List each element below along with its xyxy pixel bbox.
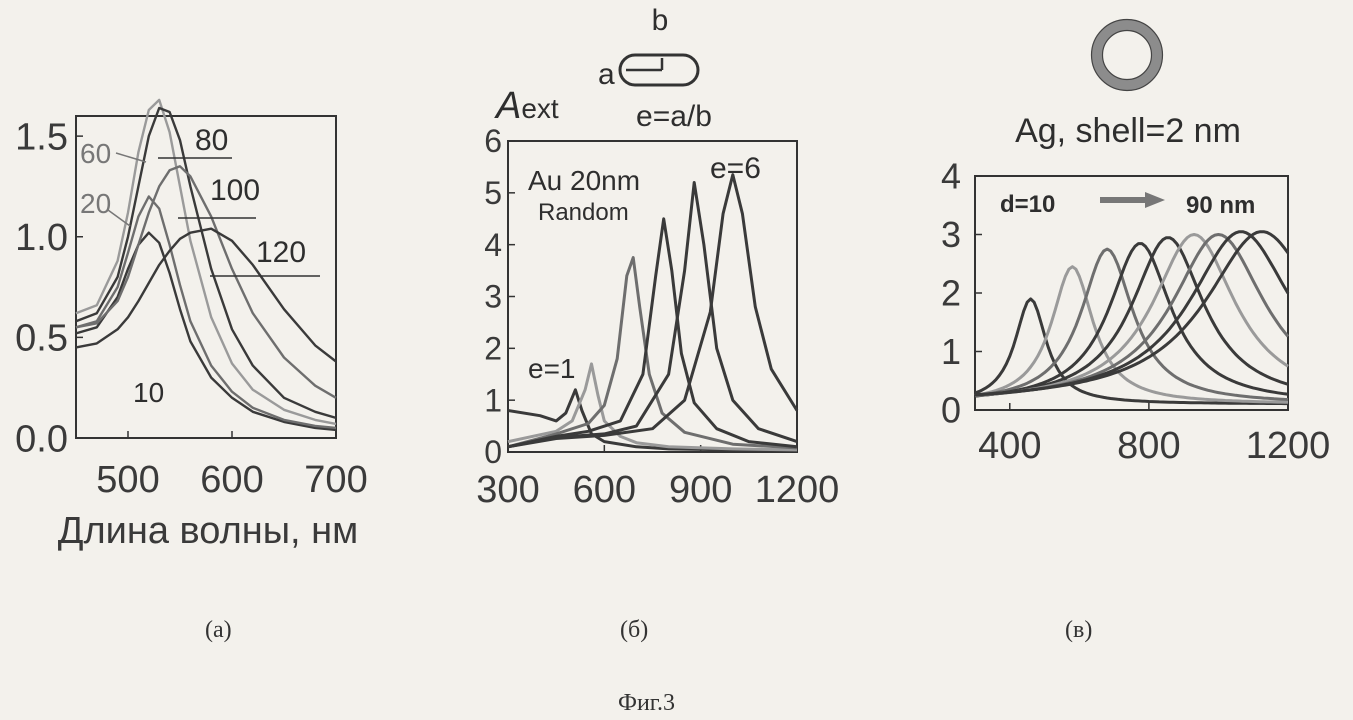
panel-b-x-tick-label: 900	[669, 469, 732, 511]
panel-a-x-axis-title: Длина волны, нм	[58, 510, 359, 552]
panel-a-caption: (а)	[205, 617, 232, 644]
panel-b-label-e6: e=6	[710, 152, 761, 185]
panel-c-caption: (в)	[1065, 617, 1092, 644]
panel-a-x-tick-label: 600	[200, 459, 263, 501]
panel-c-x-tick-label: 800	[1117, 425, 1180, 467]
panel-a-label-100: 100	[210, 174, 260, 207]
panel-c-y-tick-label: 4	[941, 156, 961, 197]
panel-a-plot-frame	[76, 116, 336, 438]
panel-c-shell-ring-icon	[1097, 25, 1157, 85]
panel-c-x-tick-label: 400	[978, 425, 1041, 467]
panel-b-x-tick-label: 600	[573, 469, 636, 511]
panel-a-chart: 500 600 700 0.0 0.5 1.0 1.5 60 80 20 100 120 10 Длина…	[15, 100, 368, 552]
panel-c-title: Ag, shell=2 nm	[1015, 112, 1241, 150]
panel-b-y-tick-label: 0	[484, 434, 502, 470]
panel-c-y-tick-label: 2	[941, 273, 961, 314]
panel-a-leader-60	[116, 153, 146, 162]
panel-b-inset-line1: Au 20nm	[528, 165, 640, 196]
panel-b-x-tick-label: 1200	[755, 469, 840, 511]
panel-b-schema-a: a	[598, 58, 615, 91]
panel-c-arrow-icon	[1100, 192, 1165, 208]
panel-b-y-tick-label: 3	[484, 279, 502, 315]
panel-a-y-tick-label: 1.5	[15, 116, 68, 158]
panel-c-y-tick-label: 0	[941, 390, 961, 431]
panel-b-series-e=4	[508, 219, 797, 447]
panel-b-y-tick-label: 2	[484, 331, 502, 367]
panel-c-shell-ring-inner	[1103, 31, 1152, 80]
panel-a-label-10: 10	[133, 377, 164, 408]
panel-a-y-tick-label: 0.0	[15, 418, 68, 460]
panel-a-series-20	[76, 197, 336, 428]
panel-c-x-tick-label: 1200	[1246, 425, 1331, 467]
panel-b-label-e1: e=1	[528, 353, 576, 384]
panel-b-x-tick-label: 300	[476, 469, 539, 511]
panel-b-y-tick-label: 4	[484, 227, 502, 263]
panel-b-schema-formula: e=a/b	[636, 100, 712, 133]
figure-label: Фиг.3	[618, 690, 675, 717]
panel-c-y-tick-label: 1	[941, 331, 961, 372]
panel-a-y-tick-label: 1.0	[15, 217, 68, 259]
panel-b-chart: 300 600 900 1200 0 1 2 3 4 5 6Aext Au 20nm Random e=6…	[476, 4, 839, 511]
panel-a-label-120: 120	[256, 236, 306, 269]
panel-a-label-60: 60	[80, 138, 111, 169]
panel-c-d-end-label: 90 nm	[1186, 192, 1255, 219]
panel-b-y-tick-label: 5	[484, 175, 502, 211]
panel-a-x-tick-label: 500	[96, 459, 159, 501]
panel-b-y-tick-label: 1	[484, 382, 502, 418]
panel-b-schema-b: b	[652, 4, 669, 37]
panel-b-y-axis-title: Aext	[494, 85, 559, 127]
panel-b-y-tick-label: 6	[484, 123, 502, 159]
panel-a-x-tick-label: 700	[304, 459, 367, 501]
panel-a-y-tick-label: 0.5	[15, 318, 68, 360]
panel-b-inset-line2: Random	[538, 199, 629, 226]
panel-a-label-80: 80	[195, 124, 228, 157]
panel-b-caption: (б)	[620, 617, 648, 644]
panel-a-label-20: 20	[80, 188, 111, 219]
panel-c-series-peak-580	[975, 267, 1288, 403]
panel-c-d-start-label: d=10	[1000, 191, 1055, 218]
panel-c-chart: 400 800 1200 0 1 2 3 4 Ag, shell=2 nm d=10 90 nm	[941, 20, 1330, 468]
panel-c-y-tick-label: 3	[941, 214, 961, 255]
